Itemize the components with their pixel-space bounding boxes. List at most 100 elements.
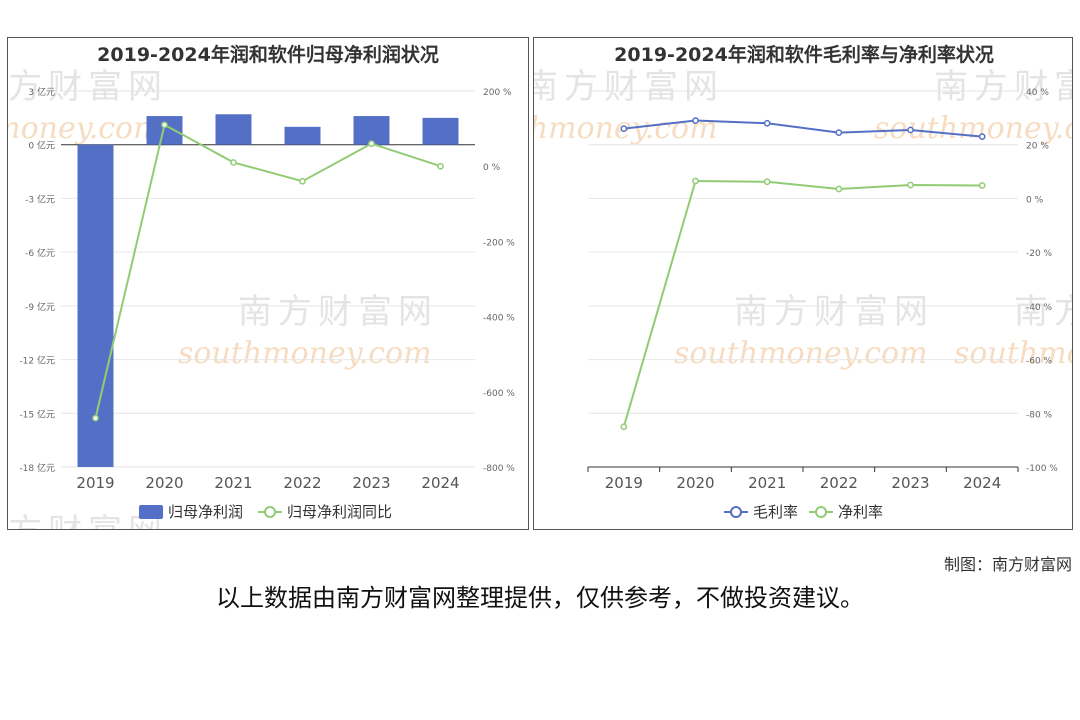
series-0-point-2021[interactable] <box>763 119 771 127</box>
legend-label[interactable]: 毛利率 <box>753 503 798 521</box>
line-series <box>92 121 444 422</box>
line-series <box>620 117 986 431</box>
x-tick-label: 2023 <box>352 474 390 492</box>
series-1-point-2024[interactable] <box>978 182 986 189</box>
y-right-tick-label: 200 % <box>483 88 512 98</box>
series-0-point-2022[interactable] <box>835 129 843 136</box>
legend-line-marker[interactable] <box>815 506 827 518</box>
y-right-tick-label: -60 % <box>1026 357 1053 367</box>
chart-credit: 制图：南方财富网 <box>943 555 1072 574</box>
series-0-point-2023[interactable] <box>907 126 914 134</box>
y-right-tick-label: -400 % <box>483 314 515 324</box>
bar-2023[interactable] <box>353 116 390 145</box>
bar-2021[interactable] <box>215 114 252 145</box>
watermark-cn: 南方财富网 <box>1014 292 1072 332</box>
series-1-point-2023[interactable] <box>907 181 914 189</box>
y-right-tick-label: -200 % <box>483 238 515 248</box>
x-tick-label: 2024 <box>421 474 459 492</box>
yoy-point-2022[interactable] <box>299 177 306 185</box>
watermark-layer: 南方财富网 southmoney.com 南方财富网 southmoney.com 南方… <box>8 67 438 529</box>
watermark-cn: 南方财富网 <box>238 292 438 332</box>
watermark-en: southmoney.com <box>8 111 162 146</box>
y-left-tick-label: 3 亿元 <box>28 86 55 98</box>
y-right-tick-label: -20 % <box>1026 249 1053 259</box>
x-tick-label: 2022 <box>820 474 858 492</box>
chart-panel-margins: 南方财富网 southmoney.com 南方财富网 southmoney.com 南方… <box>533 37 1073 530</box>
series-1-point-2021[interactable] <box>763 178 771 186</box>
chart-title: 2019-2024年润和软件毛利率与净利率状况 <box>614 43 994 66</box>
series-0-point-2024[interactable] <box>978 133 986 141</box>
legend[interactable]: 毛利率 净利率 <box>724 503 883 521</box>
disclaimer-text: 以上数据由南方财富网整理提供，仅供参考，不做投资建议。 <box>216 584 864 612</box>
watermark-en: southmoney.com <box>178 336 432 371</box>
legend-line-marker[interactable] <box>730 506 742 518</box>
x-tick-label: 2019 <box>605 474 643 492</box>
bar-2019[interactable] <box>77 144 114 467</box>
series-line-0 <box>623 119 983 138</box>
bar-2020[interactable] <box>146 116 183 145</box>
yoy-point-2021[interactable] <box>230 159 237 166</box>
legend-label[interactable]: 净利率 <box>838 503 883 521</box>
watermark-cn: 南方财富网 <box>934 67 1072 107</box>
y-right-tick-label: 0 % <box>483 163 501 173</box>
chart-title: 2019-2024年润和软件归母净利润状况 <box>97 43 439 66</box>
yoy-point-2019[interactable] <box>92 414 99 422</box>
y-right-tick-label: 40 % <box>1026 88 1049 98</box>
x-tick-label: 2023 <box>891 474 929 492</box>
margin-chart-svg: 南方财富网 southmoney.com 南方财富网 southmoney.com 南方… <box>534 43 1072 521</box>
bar-2022[interactable] <box>284 126 321 145</box>
x-tick-label: 2021 <box>214 474 252 492</box>
series-0-point-2019[interactable] <box>620 125 628 132</box>
y-right-tick-label: 0 % <box>1026 195 1044 205</box>
y-right-tick-label: 20 % <box>1026 142 1049 152</box>
y-right-tick-label: -800 % <box>483 464 515 474</box>
watermark-cn: 南方财富网 <box>734 292 934 332</box>
bar-series <box>77 114 459 467</box>
watermark-layer: 南方财富网 southmoney.com 南方财富网 southmoney.com 南方… <box>534 67 1072 371</box>
watermark-en: southmoney.com <box>954 336 1072 371</box>
y-left-tick-label: 0 亿元 <box>28 140 55 152</box>
legend-line-marker[interactable] <box>264 506 276 518</box>
x-tick-label: 2020 <box>676 474 714 492</box>
y-left-tick-label: -12 亿元 <box>19 355 55 367</box>
net-profit-chart-svg: 南方财富网 southmoney.com 南方财富网 southmoney.com 南方… <box>8 43 515 529</box>
y-left-tick-label: -3 亿元 <box>25 193 55 205</box>
x-tick-label: 2019 <box>76 474 114 492</box>
x-tick-label: 2022 <box>283 474 321 492</box>
legend-label[interactable]: 归母净利润 <box>168 503 243 521</box>
chart-panel-net-profit: 南方财富网 southmoney.com 南方财富网 southmoney.com 南方… <box>7 37 529 530</box>
watermark-cn: 南方财富网 <box>8 67 168 107</box>
yoy-point-2024[interactable] <box>437 162 444 170</box>
series-line-1 <box>622 179 983 427</box>
series-0-point-2020[interactable] <box>692 117 699 124</box>
y-right-tick-label: -40 % <box>1026 303 1053 313</box>
y-left-tick-label: -9 亿元 <box>25 301 55 313</box>
legend-bar-swatch[interactable] <box>139 505 163 519</box>
y-right-tick-label: -600 % <box>483 389 515 399</box>
axes: 3 亿元 0 亿元 -3 亿元 -6 亿元 -9 亿元 -12 亿元 -15 亿元 -18 亿… <box>19 86 515 492</box>
legend[interactable]: 归母净利润 归母净利润同比 <box>139 503 392 521</box>
x-tick-label: 2021 <box>748 474 786 492</box>
yoy-point-2023[interactable] <box>368 140 375 147</box>
series-1-point-2022[interactable] <box>835 185 843 193</box>
y-left-tick-label: -6 亿元 <box>25 247 55 259</box>
y-right-tick-label: -100 % <box>1026 464 1058 474</box>
y-left-tick-label: -18 亿元 <box>19 462 55 474</box>
watermark-en: southmoney.com <box>674 336 928 371</box>
x-tick-label: 2024 <box>963 474 1001 492</box>
series-1-point-2019[interactable] <box>620 423 628 431</box>
watermark-en: southmoney.com <box>874 111 1072 146</box>
yoy-line <box>94 123 441 419</box>
series-1-point-2020[interactable] <box>692 177 699 185</box>
y-right-tick-label: -80 % <box>1026 410 1053 420</box>
bar-2024[interactable] <box>422 117 459 145</box>
yoy-point-2020[interactable] <box>161 121 168 129</box>
gridlines <box>588 90 1018 468</box>
axes: 40 % 20 % 0 % -20 % -40 % -60 % -80 % -100 % 201… <box>587 88 1058 492</box>
watermark-cn: 南方财富网 <box>8 512 168 529</box>
legend-label[interactable]: 归母净利润同比 <box>287 503 392 521</box>
gridlines <box>61 90 475 468</box>
y-left-tick-label: -15 亿元 <box>19 408 55 420</box>
x-tick-label: 2020 <box>145 474 183 492</box>
watermark-cn: 南方财富网 <box>534 67 724 107</box>
